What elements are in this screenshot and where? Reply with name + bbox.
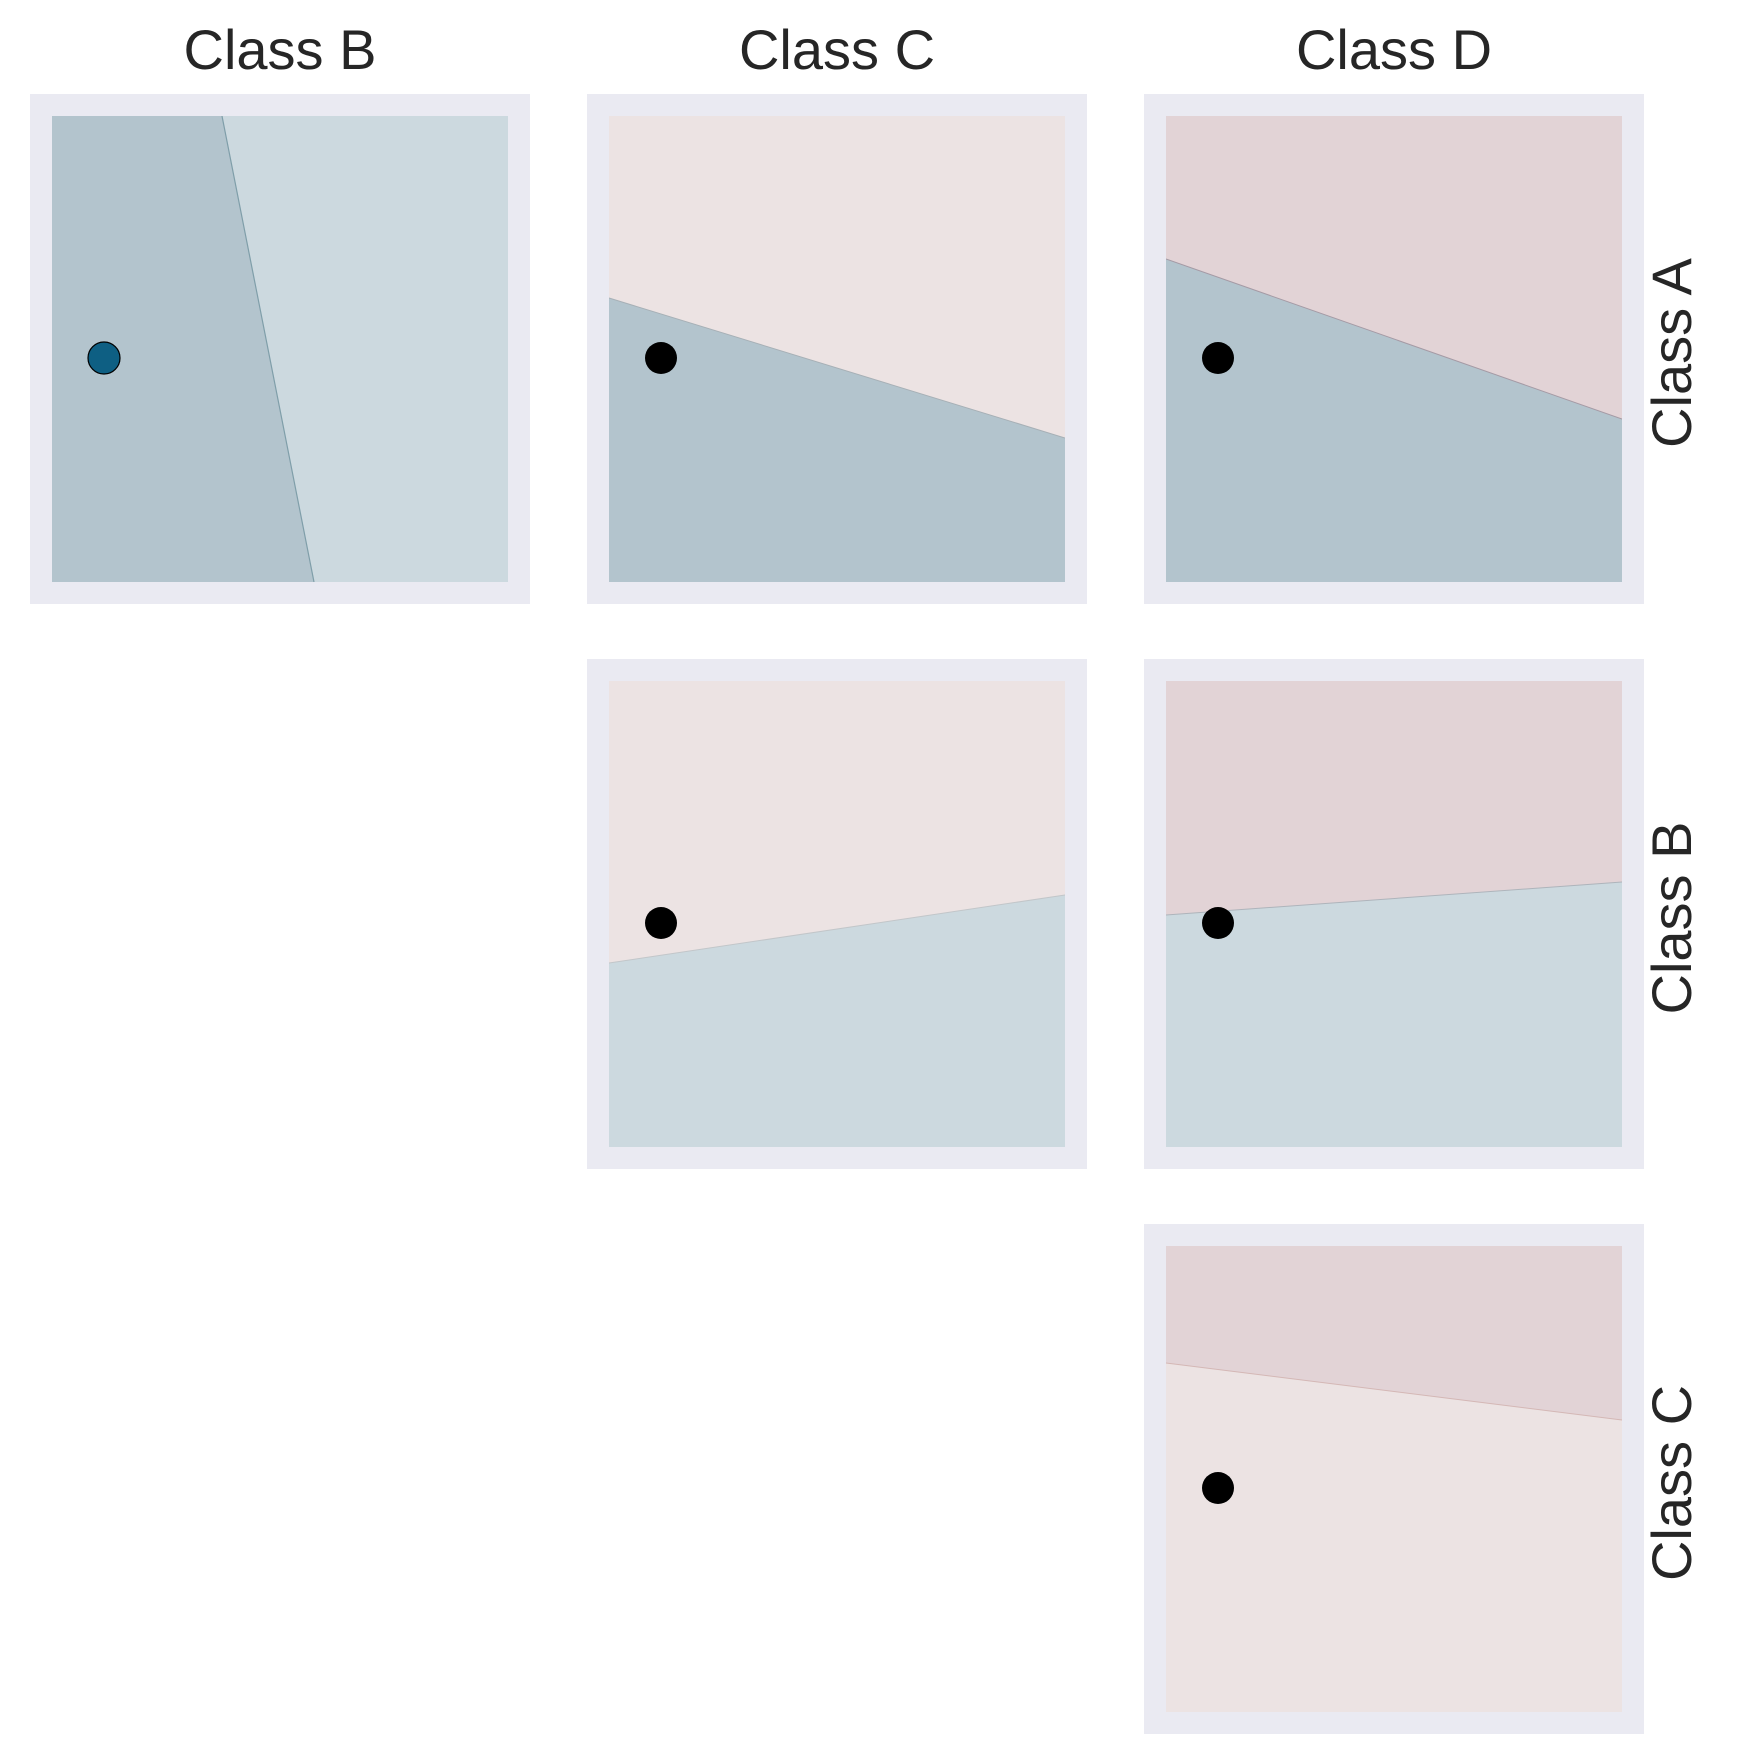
data-point: [1202, 907, 1234, 939]
row-header-class-b: Class B: [1640, 821, 1703, 1015]
panel-class-a-vs-class-c: [587, 94, 1087, 604]
decision-region-1: [1166, 681, 1622, 915]
decision-region-2: [1166, 1363, 1622, 1712]
data-point: [1202, 1472, 1234, 1504]
decision-region-plot: [609, 681, 1065, 1147]
decision-region-1: [609, 116, 1065, 438]
decision-region-2: [1166, 259, 1622, 582]
decision-boundary: [1166, 258, 1622, 420]
decision-region-1: [1166, 1246, 1622, 1420]
column-header-class-b: Class B: [183, 18, 377, 81]
decision-region-plot: [1166, 681, 1622, 1147]
decision-boundary: [1166, 881, 1622, 916]
panel-class-b-vs-class-c: [587, 659, 1087, 1169]
data-point: [645, 907, 677, 939]
row-header-class-c: Class C: [1640, 1384, 1703, 1582]
panel-class-c-vs-class-d: [1144, 1224, 1644, 1734]
panel-class-b-vs-class-d: [1144, 659, 1644, 1169]
decision-region-1: [52, 116, 314, 582]
decision-boundary: [609, 297, 1065, 439]
row-header-class-a: Class A: [1640, 258, 1703, 448]
decision-region-2: [222, 116, 508, 582]
column-header-class-c: Class C: [738, 18, 936, 81]
decision-region-1: [609, 681, 1065, 963]
decision-region-2: [609, 895, 1065, 1147]
decision-region-2: [609, 298, 1065, 582]
panel-class-a-vs-class-d: [1144, 94, 1644, 604]
column-header-class-d: Class D: [1295, 18, 1493, 81]
decision-region-1: [1166, 116, 1622, 419]
data-point: [1202, 342, 1234, 374]
data-point: [645, 342, 677, 374]
decision-region-plot: [1166, 116, 1622, 582]
decision-boundary: [221, 116, 315, 582]
panel-class-a-vs-class-b: [30, 94, 530, 604]
decision-region-plot: [52, 116, 508, 582]
decision-region-plot: [1166, 1246, 1622, 1712]
decision-boundary: [609, 894, 1065, 964]
decision-region-2: [1166, 882, 1622, 1147]
decision-boundary: [1166, 1362, 1622, 1421]
decision-region-plot: [609, 116, 1065, 582]
data-point: [87, 341, 121, 375]
